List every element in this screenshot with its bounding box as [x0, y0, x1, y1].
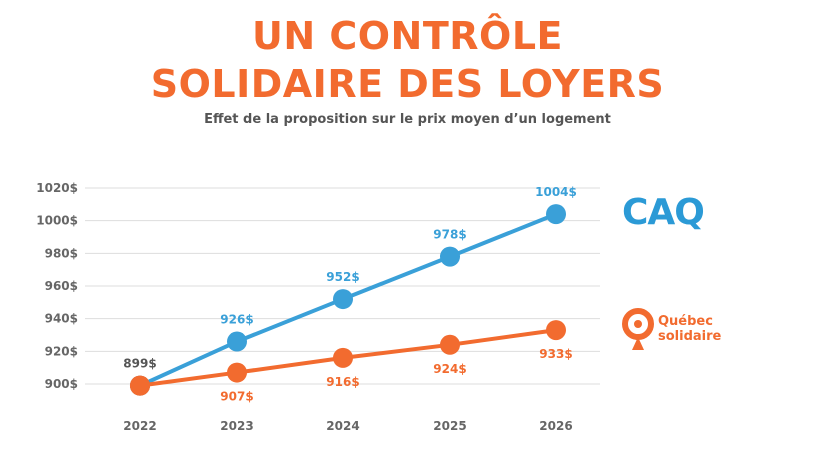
data-point: [333, 347, 353, 368]
data-point-start: [130, 375, 150, 396]
data-point: [440, 246, 460, 267]
y-tick-label: 940$: [45, 312, 78, 326]
x-tick-label: 2025: [433, 419, 466, 433]
title-line-2: SOLIDAIRE DES LOYERS: [150, 62, 665, 106]
data-label-start: 899$: [123, 357, 156, 371]
x-tick-label: 2022: [123, 419, 156, 433]
data-label-qs: 924$: [433, 362, 466, 376]
chart-subtitle: Effet de la proposition sur le prix moye…: [204, 112, 611, 127]
quebec-solidaire-logo: Québec solidaire: [622, 308, 752, 358]
y-tick-label: 980$: [45, 246, 78, 260]
y-tick-label: 920$: [45, 344, 78, 358]
data-label-caq: 952$: [326, 270, 359, 284]
y-axis-ticks: 900$ 920$ 940$ 960$ 980$ 1000$ 1020$: [36, 181, 78, 391]
data-label-qs: 916$: [326, 375, 359, 389]
y-tick-label: 1020$: [36, 181, 78, 195]
qs-logo-line1: Québec: [658, 314, 713, 329]
quebec-solidaire-icon: [622, 308, 654, 350]
y-tick-label: 900$: [45, 377, 78, 391]
data-point: [333, 289, 353, 310]
title-line-1: UN CONTRÔLE: [251, 14, 564, 58]
data-point: [546, 320, 566, 341]
data-point: [227, 362, 247, 383]
y-tick-label: 1000$: [36, 214, 78, 228]
data-label-caq: 926$: [220, 313, 253, 327]
caq-logo-text: CAQ: [622, 192, 705, 233]
data-point: [440, 334, 460, 355]
data-point: [546, 204, 566, 225]
grid-lines: [85, 187, 600, 385]
data-labels: 926$ 952$ 978$ 1004$ 907$ 916$ 924$ 933$ 899$: [123, 185, 577, 403]
x-tick-label: 2023: [220, 419, 253, 433]
x-axis-ticks: 2022 2023 2024 2025 2026: [123, 419, 572, 433]
caq-logo: CAQ: [622, 192, 705, 233]
data-label-qs: 907$: [220, 390, 253, 404]
data-point: [227, 331, 247, 352]
data-label-caq: 978$: [433, 228, 466, 242]
data-label-caq: 1004$: [535, 185, 577, 199]
x-tick-label: 2026: [539, 419, 572, 433]
qs-logo-line2: solidaire: [658, 329, 722, 344]
y-tick-label: 960$: [45, 279, 78, 293]
series-group: [130, 204, 566, 396]
x-tick-label: 2024: [326, 419, 359, 433]
data-label-qs: 933$: [539, 347, 572, 361]
